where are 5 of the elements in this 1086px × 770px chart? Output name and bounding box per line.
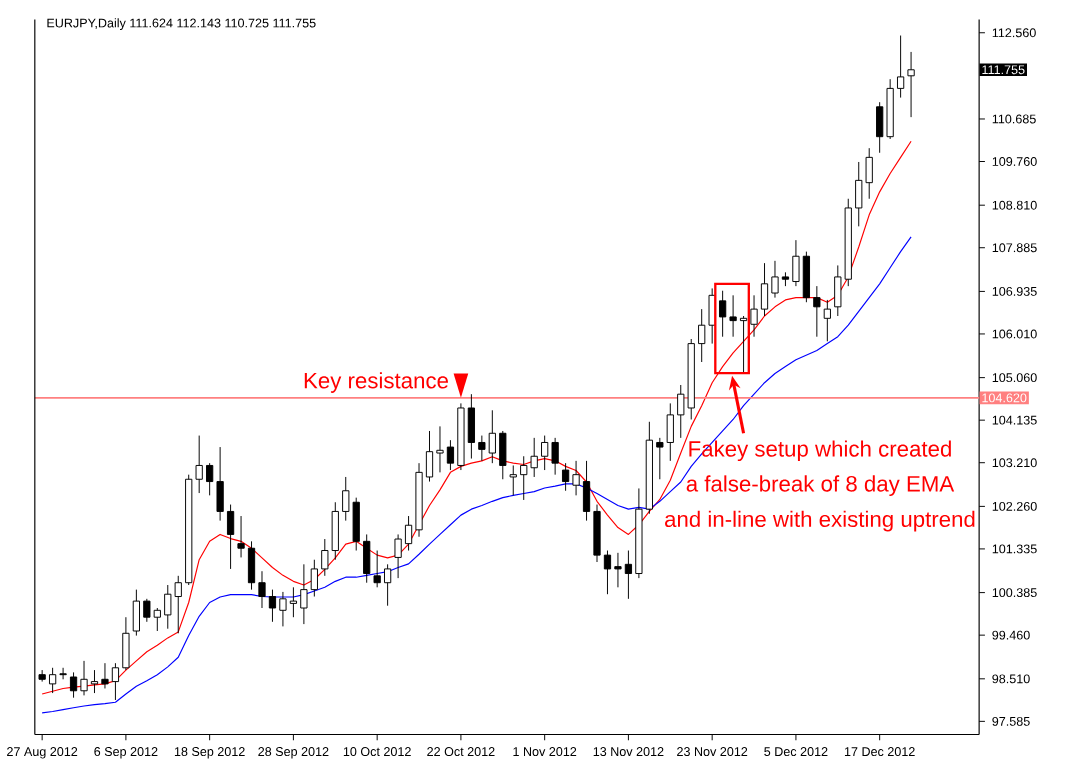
annotation: and in-line with existing uptrend xyxy=(665,511,975,532)
annotation: Key resistance xyxy=(304,372,448,394)
candlestick xyxy=(823,299,831,343)
candlestick xyxy=(907,51,915,118)
annotation: a false-break of 8 day EMA xyxy=(686,475,955,497)
